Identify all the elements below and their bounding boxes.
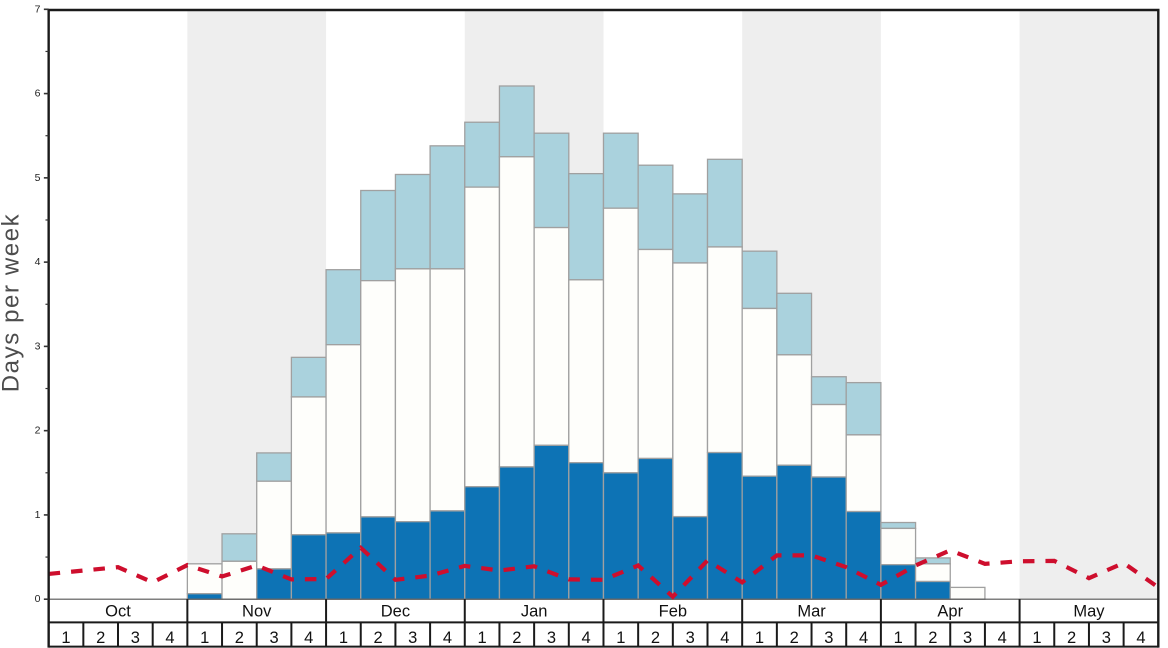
svg-text:4: 4 [443, 629, 452, 647]
svg-text:1: 1 [755, 629, 764, 647]
svg-text:2: 2 [373, 629, 382, 647]
svg-text:3: 3 [1102, 629, 1111, 647]
svg-text:3: 3 [35, 340, 41, 352]
svg-text:3: 3 [963, 629, 972, 647]
svg-text:0: 0 [35, 593, 41, 605]
svg-text:3: 3 [824, 629, 833, 647]
svg-text:2: 2 [928, 629, 937, 647]
svg-text:Days per week: Days per week [0, 213, 25, 393]
svg-text:3: 3 [269, 629, 278, 647]
svg-text:Feb: Feb [659, 603, 687, 621]
svg-text:Oct: Oct [105, 603, 131, 621]
svg-text:Dec: Dec [381, 603, 410, 621]
svg-text:2: 2 [651, 629, 660, 647]
svg-text:Jan: Jan [521, 603, 548, 621]
svg-text:4: 4 [859, 629, 868, 647]
svg-text:1: 1 [478, 629, 487, 647]
svg-text:May: May [1073, 603, 1105, 621]
svg-text:2: 2 [235, 629, 244, 647]
svg-text:2: 2 [1067, 629, 1076, 647]
svg-text:2: 2 [35, 425, 41, 437]
svg-text:Nov: Nov [242, 603, 272, 621]
svg-text:Apr: Apr [937, 603, 963, 621]
svg-text:Mar: Mar [797, 603, 826, 621]
svg-text:1: 1 [61, 629, 70, 647]
svg-text:4: 4 [720, 629, 729, 647]
svg-text:3: 3 [547, 629, 556, 647]
svg-text:5: 5 [35, 172, 41, 184]
svg-text:4: 4 [582, 629, 591, 647]
svg-text:1: 1 [894, 629, 903, 647]
svg-text:3: 3 [131, 629, 140, 647]
svg-text:4: 4 [165, 629, 174, 647]
svg-text:6: 6 [35, 88, 41, 100]
svg-text:1: 1 [616, 629, 625, 647]
svg-text:2: 2 [790, 629, 799, 647]
svg-text:4: 4 [1136, 629, 1145, 647]
svg-text:1: 1 [35, 509, 41, 521]
svg-text:1: 1 [339, 629, 348, 647]
svg-text:2: 2 [512, 629, 521, 647]
svg-text:3: 3 [686, 629, 695, 647]
svg-text:4: 4 [304, 629, 313, 647]
svg-text:3: 3 [408, 629, 417, 647]
svg-text:1: 1 [200, 629, 209, 647]
svg-text:7: 7 [35, 3, 41, 15]
svg-text:1: 1 [1032, 629, 1041, 647]
svg-text:2: 2 [96, 629, 105, 647]
svg-text:4: 4 [998, 629, 1007, 647]
svg-text:4: 4 [35, 256, 41, 268]
